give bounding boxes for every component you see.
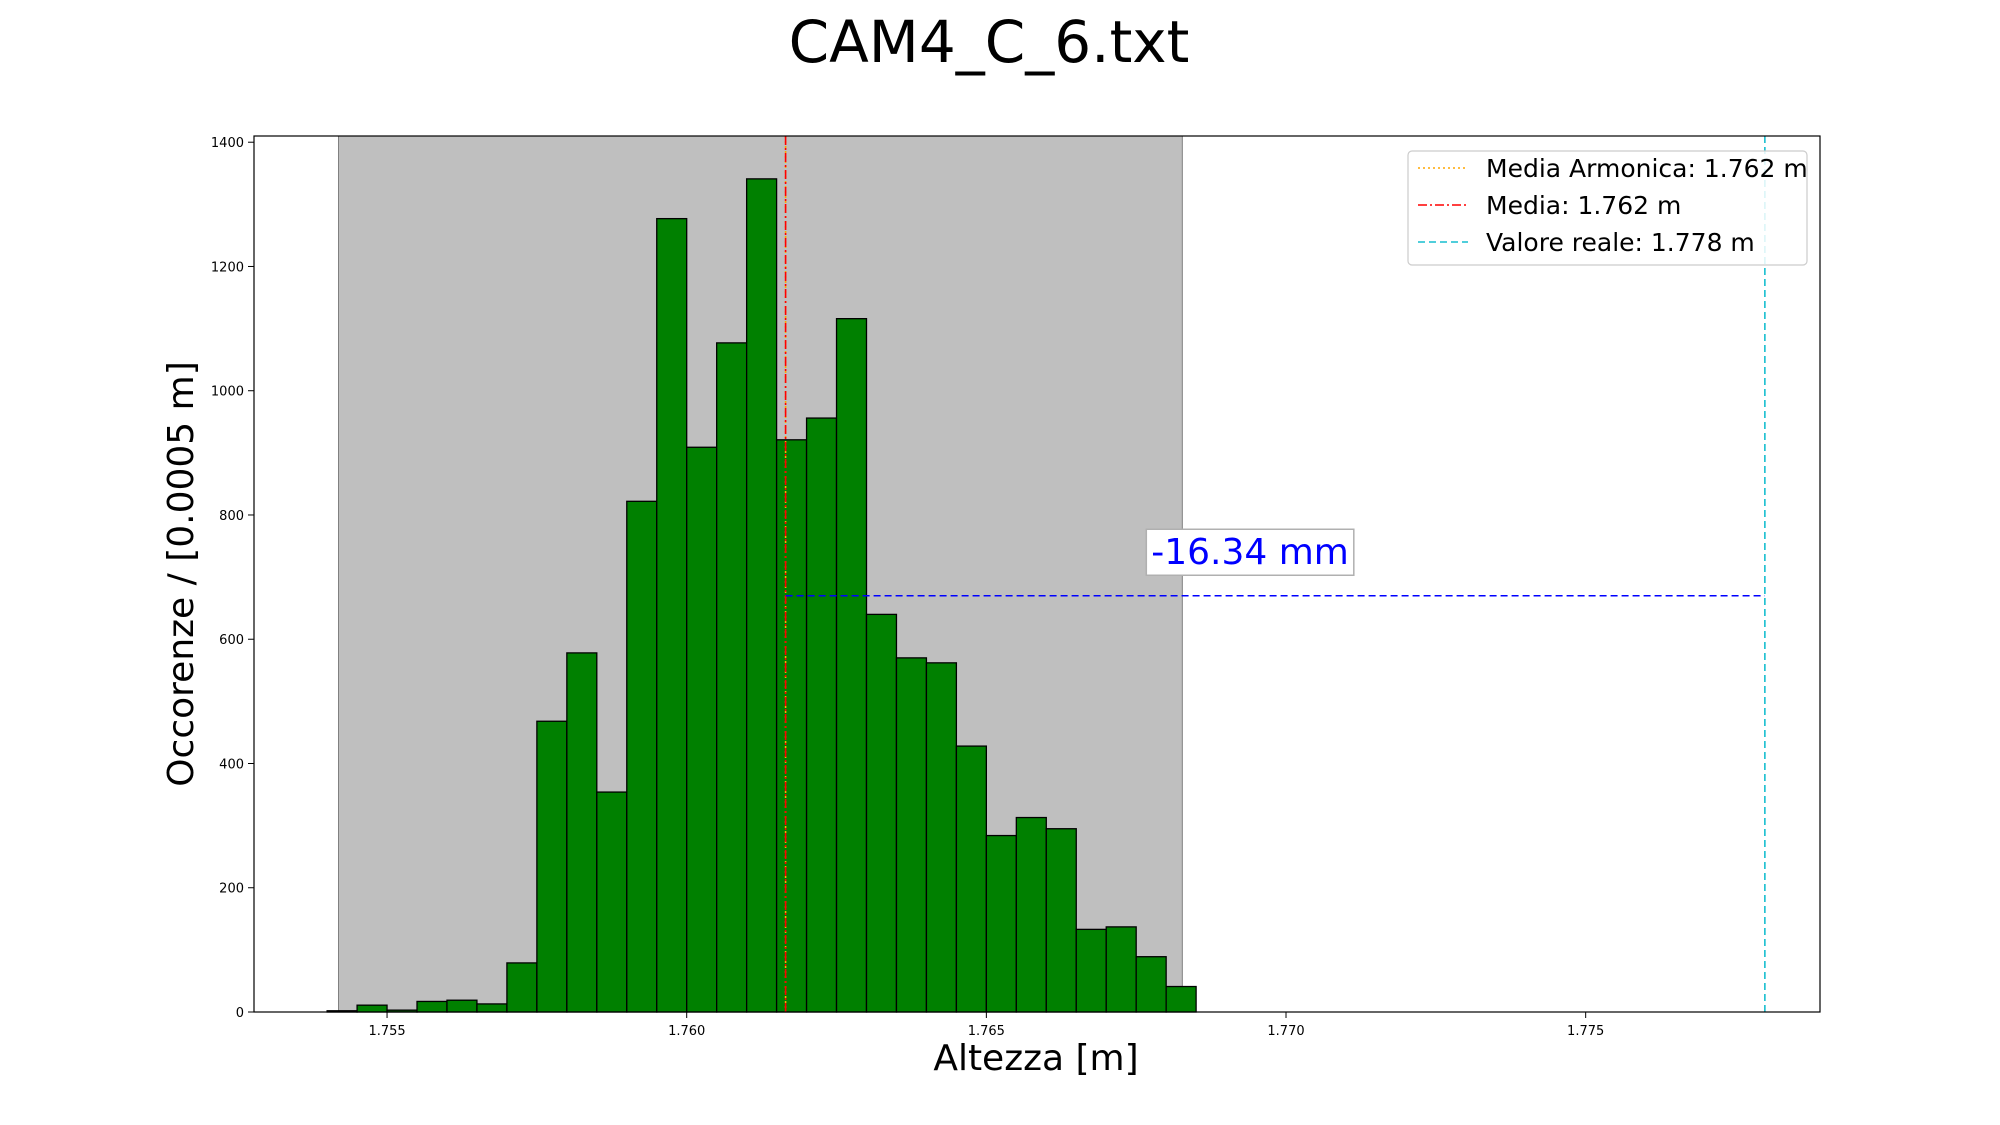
y-tick-label: 1200 [211,260,244,275]
histogram-bar [596,791,628,1013]
annotation-box [1145,528,1355,577]
histogram-bar [985,834,1017,1013]
y-tick-label: 200 [219,882,244,897]
legend-box [1407,150,1808,266]
histogram-bar [925,662,958,1013]
histogram-bar [506,962,538,1013]
histogram-bar [626,500,658,1013]
legend-label-media-armonica: Media Armonica: 1.762 m [1486,154,1808,183]
legend-label-media: Media: 1.762 m [1486,191,1681,220]
histogram-bar [745,178,778,1013]
x-tick-label: 1.770 [1267,1024,1304,1039]
histogram-bar [1075,928,1107,1013]
legend-label-valore-reale: Valore reale: 1.778 m [1486,228,1755,257]
plot-frame [253,135,1821,1013]
difference-annotation: -16.34 mm [1145,528,1355,577]
x-tick-label: 1.765 [968,1024,1005,1039]
histogram-bar [835,318,868,1013]
x-axis-ticks: 1.755 1.760 1.765 1.770 1.775 [368,1012,1604,1039]
y-tick-label: 800 [219,509,244,524]
histogram-bar [566,652,598,1013]
histogram-bar [805,417,838,1013]
histogram-bar [686,446,718,1013]
y-axis-label: Occorenze / [0.0005 m] [161,361,202,787]
y-axis-ticks: 0 200 400 600 800 1000 1200 1400 [211,136,254,1021]
histogram-bar [356,1004,388,1013]
histogram-bars [326,178,1197,1013]
histogram-bar [656,217,688,1013]
plot-area: -16.34 mm [253,135,1821,1013]
x-axis-label: Altezza [m] [933,1038,1138,1079]
histogram-bar [865,613,898,1013]
x-tick-label: 1.775 [1567,1024,1604,1039]
y-tick-label: 600 [219,633,244,648]
histogram-bar [1105,926,1137,1013]
histogram-bar [536,720,568,1013]
histogram-bar [955,745,988,1013]
y-tick-label: 0 [236,1006,244,1021]
legend: Media Armonica: 1.762 m Media: 1.762 m V… [1407,150,1808,266]
histogram-bar [1165,985,1197,1013]
y-tick-label: 1400 [211,136,244,151]
histogram-bar [895,657,928,1013]
y-tick-label: 400 [219,757,244,772]
histogram-bar [1135,956,1167,1013]
histogram-bar [1015,816,1047,1013]
y-tick-label: 1000 [211,385,244,400]
histogram-bar [446,999,478,1013]
histogram-bar [1045,828,1077,1013]
histogram-bar [416,1000,448,1013]
x-tick-label: 1.760 [668,1024,705,1039]
histogram-bar [716,342,748,1013]
x-tick-label: 1.755 [368,1024,405,1039]
annotation-text: -16.34 mm [1151,532,1349,573]
chart-title: CAM4_C_6.txt [789,8,1190,76]
histogram-bar [775,439,808,1013]
histogram-bar [476,1003,508,1013]
